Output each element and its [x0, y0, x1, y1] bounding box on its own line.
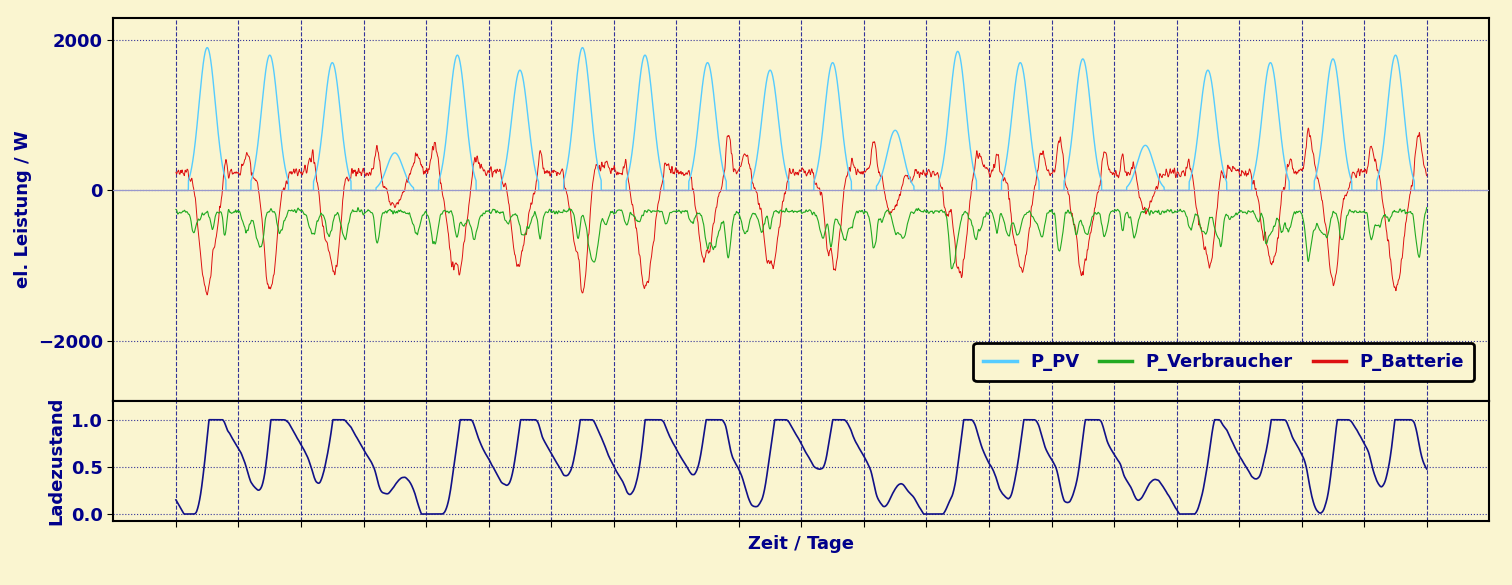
X-axis label: Zeit / Tage: Zeit / Tage [748, 535, 854, 553]
Legend: P_PV, P_Verbraucher, P_Batterie: P_PV, P_Verbraucher, P_Batterie [974, 343, 1474, 381]
Y-axis label: Ladezustand: Ladezustand [47, 397, 65, 525]
Y-axis label: el. Leistung / W: el. Leistung / W [14, 130, 32, 288]
